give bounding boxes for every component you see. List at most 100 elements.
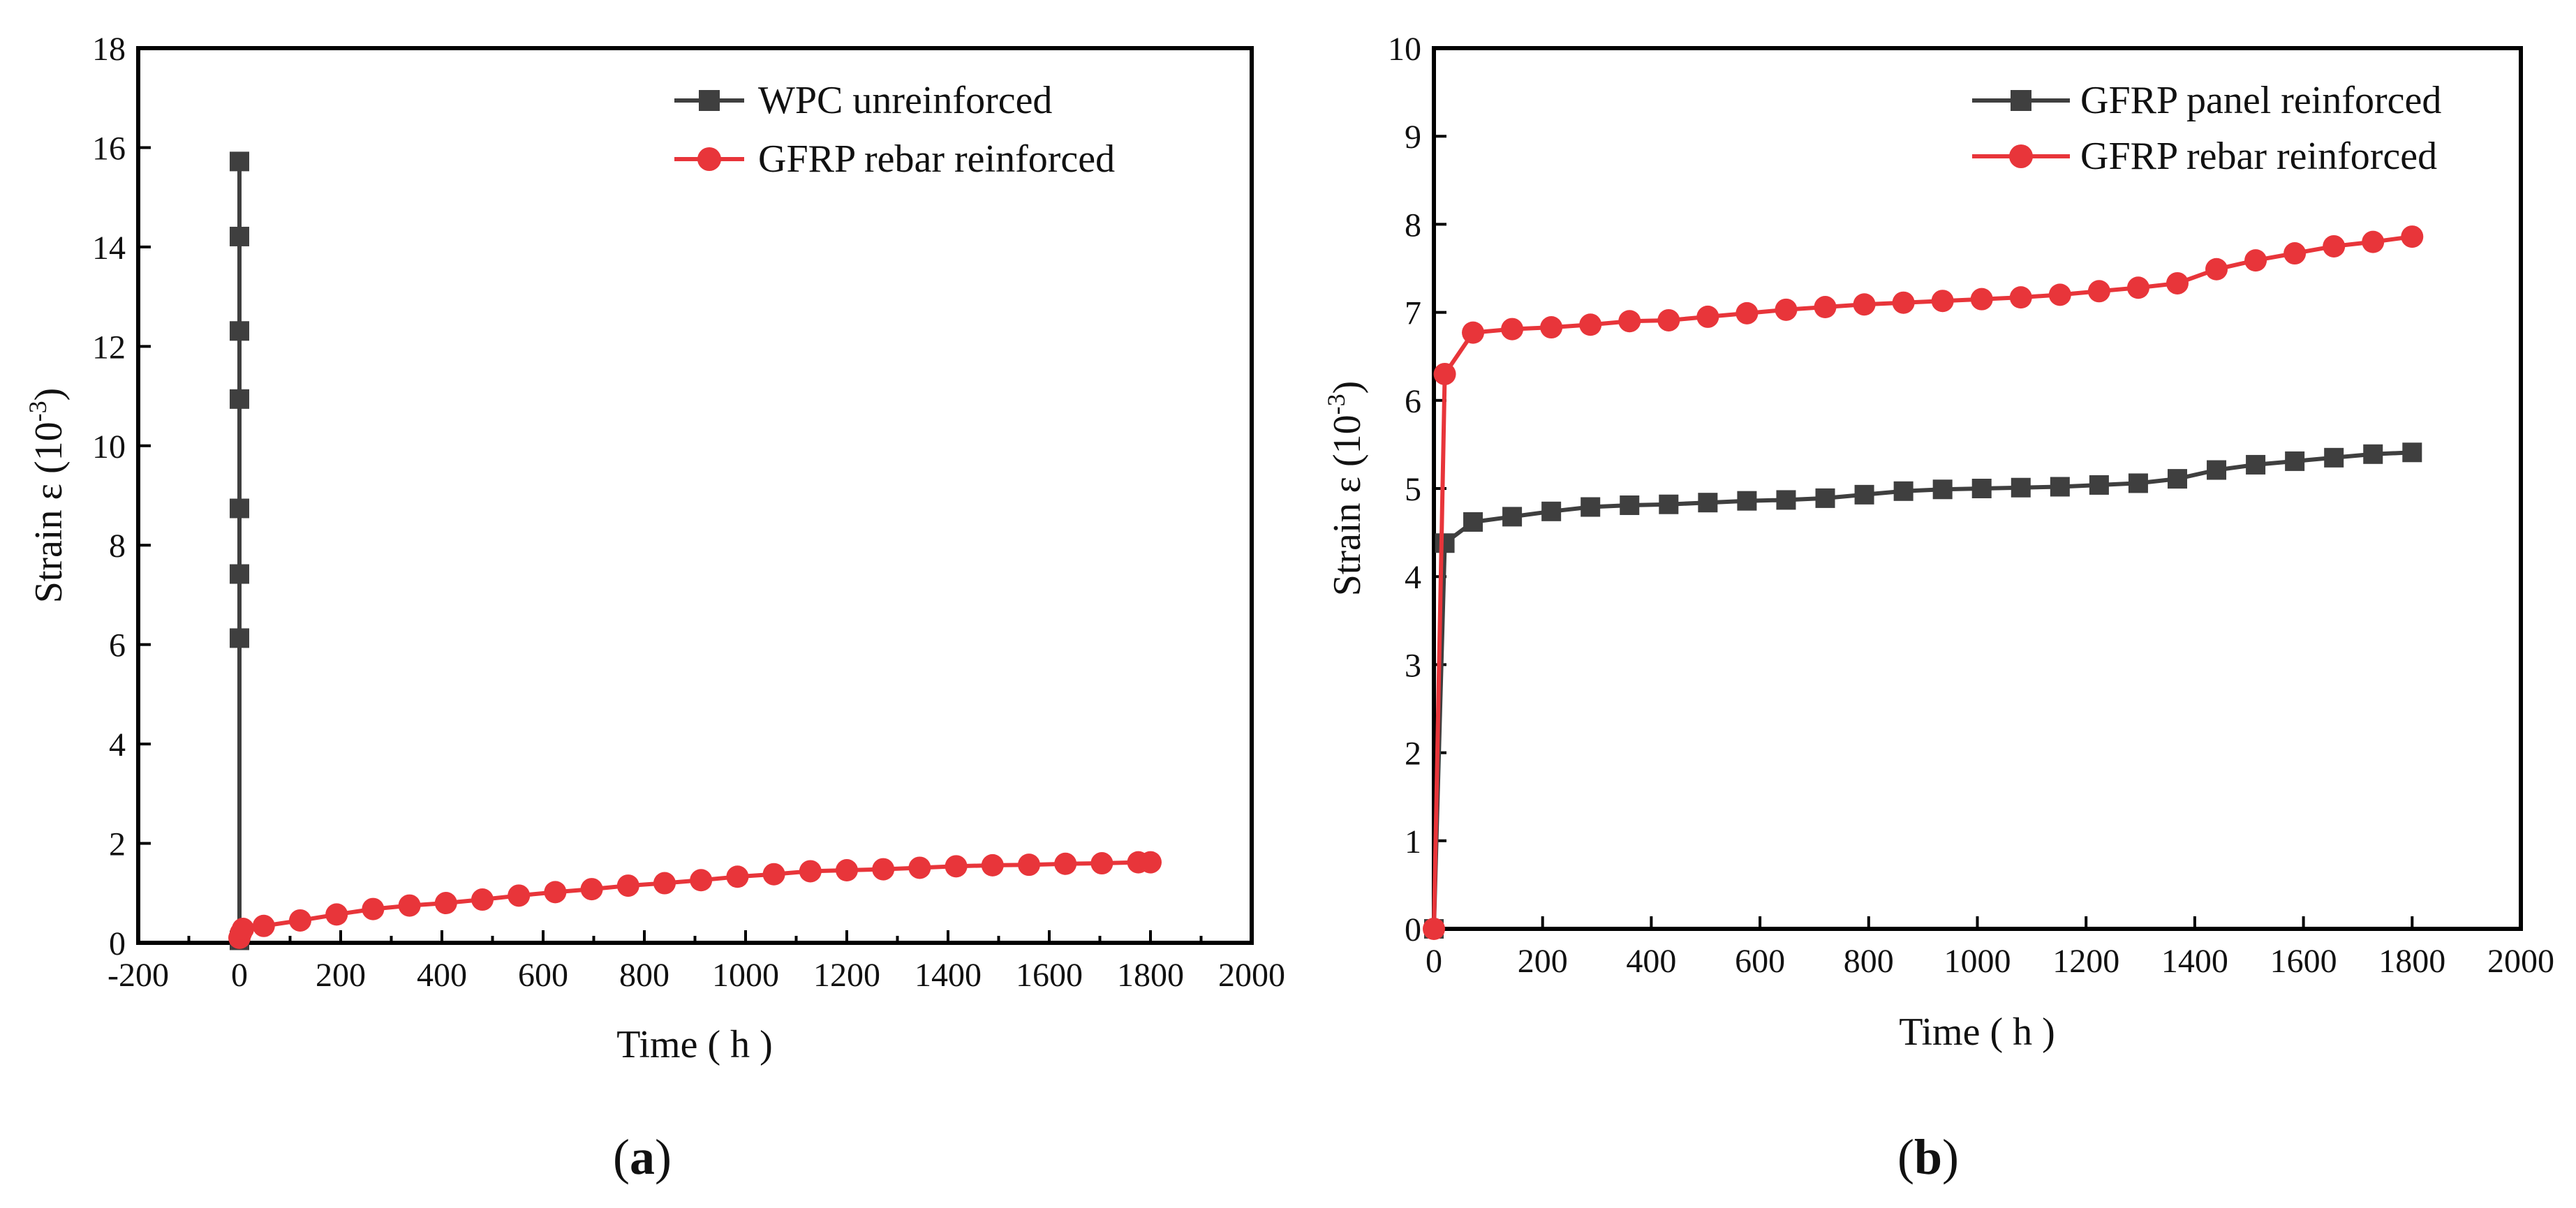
data-point-gfrp-panel-reinforced [1698, 493, 1718, 513]
x-tick-label: 0 [231, 957, 248, 994]
data-point-gfrp-rebar-reinforced [1540, 316, 1563, 339]
data-point-gfrp-panel-reinforced [2128, 473, 2148, 493]
legend-marker-circle-icon [2009, 144, 2033, 168]
legend-label-gfrp-rebar: GFRP rebar reinforced [758, 137, 1115, 181]
data-point-gfrp-rebar-reinforced [362, 897, 385, 920]
x-tick-label: 200 [1518, 943, 1568, 980]
x-tick-label: 800 [619, 957, 669, 994]
y-tick-label: 1 [1405, 823, 1421, 860]
data-point-gfrp-panel-reinforced [1502, 507, 1523, 527]
data-point-gfrp-panel-reinforced [2285, 451, 2305, 471]
y-tick-label: 5 [1405, 471, 1421, 508]
data-point-gfrp-rebar-reinforced [1931, 290, 1954, 313]
data-point-gfrp-panel-reinforced [2324, 447, 2344, 468]
y-tick-label: 0 [1405, 911, 1421, 948]
y-tick-label: 16 [92, 130, 126, 167]
x-tick-label: 1600 [2270, 943, 2337, 980]
data-point-gfrp-rebar-reinforced [2126, 276, 2149, 299]
data-point-gfrp-rebar-reinforced [1579, 313, 1602, 336]
y-tick-label: 8 [109, 528, 126, 565]
data-point-gfrp-rebar-reinforced [616, 874, 639, 897]
data-point-gfrp-rebar-reinforced [653, 872, 676, 895]
legend-marker-square-icon [699, 90, 720, 111]
x-tick-label: 1000 [712, 957, 779, 994]
data-point-gfrp-rebar-reinforced [726, 865, 749, 888]
data-point-gfrp-rebar-reinforced [1853, 293, 1876, 316]
data-point-gfrp-panel-reinforced [1659, 494, 1679, 514]
y-tick-label: 2 [109, 826, 126, 863]
x-tick-label: 200 [316, 957, 366, 994]
x-tick-label: 1400 [2161, 943, 2228, 980]
y-axis-title-close-b: ) [1326, 381, 1369, 394]
data-point-gfrp-rebar-reinforced [836, 859, 858, 882]
panel-label-a: (a) [613, 1129, 672, 1185]
data-point-wpc-unreinforced [230, 151, 249, 172]
data-point-gfrp-rebar-reinforced [1735, 301, 1759, 325]
data-point-gfrp-rebar-reinforced [471, 888, 494, 911]
y-axis-title-exponent-b: -3 [1322, 394, 1350, 415]
data-point-gfrp-rebar-reinforced [2205, 258, 2228, 281]
data-point-gfrp-rebar-reinforced [1775, 298, 1798, 321]
y-axis-ticks-b: 0 1 2 3 4 5 6 7 8 9 10 [1388, 31, 1446, 948]
data-point-gfrp-rebar-reinforced [2362, 230, 2385, 253]
data-point-gfrp-panel-reinforced [1435, 533, 1455, 553]
x-axis-ticks-a: -200 0 200 400 600 800 1000 1200 1400 1600 1800 200… [108, 930, 1285, 994]
y-tick-label: 9 [1405, 119, 1421, 156]
data-point-gfrp-rebar-reinforced [908, 856, 931, 879]
data-point-gfrp-rebar-reinforced [1462, 321, 1485, 344]
data-point-gfrp-panel-reinforced [2363, 444, 2383, 464]
data-point-gfrp-rebar-reinforced [762, 863, 785, 886]
panel-label-letter-b: b [1914, 1129, 1942, 1185]
data-point-gfrp-rebar-reinforced [580, 878, 603, 901]
legend-label-gfrp-rebar-b: GFRP rebar reinforced [2080, 135, 2437, 178]
legend-label-gfrp-panel: GFRP panel reinforced [2080, 79, 2441, 122]
data-point-wpc-unreinforced [230, 321, 249, 341]
panel-label-b: (b) [1897, 1129, 1959, 1185]
data-point-gfrp-rebar-reinforced [398, 894, 421, 917]
data-point-gfrp-panel-reinforced [2207, 460, 2227, 480]
data-point-gfrp-rebar-reinforced [325, 903, 348, 926]
data-point-gfrp-panel-reinforced [2011, 477, 2031, 498]
data-point-gfrp-rebar-reinforced [1018, 853, 1040, 877]
x-tick-label: 2000 [2487, 943, 2554, 980]
data-point-gfrp-rebar-reinforced [2087, 280, 2110, 303]
data-point-gfrp-rebar-reinforced [1054, 852, 1077, 875]
data-point-gfrp-rebar-reinforced [2401, 225, 2424, 248]
data-point-gfrp-rebar-reinforced [1090, 852, 1113, 875]
data-point-wpc-unreinforced [230, 564, 249, 584]
data-point-gfrp-rebar-reinforced [2323, 234, 2346, 258]
y-tick-label: 2 [1405, 736, 1421, 773]
x-tick-label: 1200 [813, 957, 880, 994]
y-tick-label: 7 [1405, 295, 1421, 332]
data-point-gfrp-rebar-reinforced [1657, 308, 1680, 331]
data-point-gfrp-rebar-reinforced [945, 855, 968, 878]
legend-label-wpc-unreinforced: WPC unreinforced [758, 79, 1052, 122]
data-point-gfrp-rebar-reinforced [2283, 242, 2307, 265]
data-point-gfrp-rebar-reinforced [2166, 271, 2189, 294]
data-point-wpc-unreinforced [230, 628, 249, 648]
data-point-wpc-unreinforced [230, 226, 249, 246]
x-tick-label: 1400 [915, 957, 982, 994]
data-point-gfrp-panel-reinforced [2402, 442, 2422, 463]
data-point-gfrp-rebar-reinforced [872, 858, 895, 881]
data-point-gfrp-rebar-reinforced [232, 918, 255, 941]
y-axis-title-b: Strain ε (10-3) [1322, 381, 1369, 597]
y-tick-label: 10 [1388, 31, 1421, 68]
x-tick-label: 600 [518, 957, 568, 994]
data-point-gfrp-panel-reinforced [1737, 491, 1757, 511]
panel-label-letter-a: a [630, 1129, 655, 1185]
data-point-gfrp-rebar-reinforced [2048, 283, 2071, 306]
x-tick-label: 2000 [1218, 957, 1285, 994]
data-point-gfrp-rebar-reinforced [1139, 851, 1162, 874]
data-point-gfrp-panel-reinforced [2246, 454, 2266, 475]
x-tick-label: 1000 [1944, 943, 2011, 980]
y-axis-title-main-b: Strain ε (10 [1326, 415, 1369, 596]
data-point-gfrp-rebar-reinforced [1892, 291, 1915, 314]
data-point-gfrp-panel-reinforced [1971, 479, 1992, 498]
legend-marker-square-icon [2011, 90, 2031, 111]
data-point-wpc-unreinforced [230, 498, 249, 519]
data-point-gfrp-rebar-reinforced [1814, 296, 1837, 319]
data-point-gfrp-rebar-reinforced [690, 869, 713, 892]
